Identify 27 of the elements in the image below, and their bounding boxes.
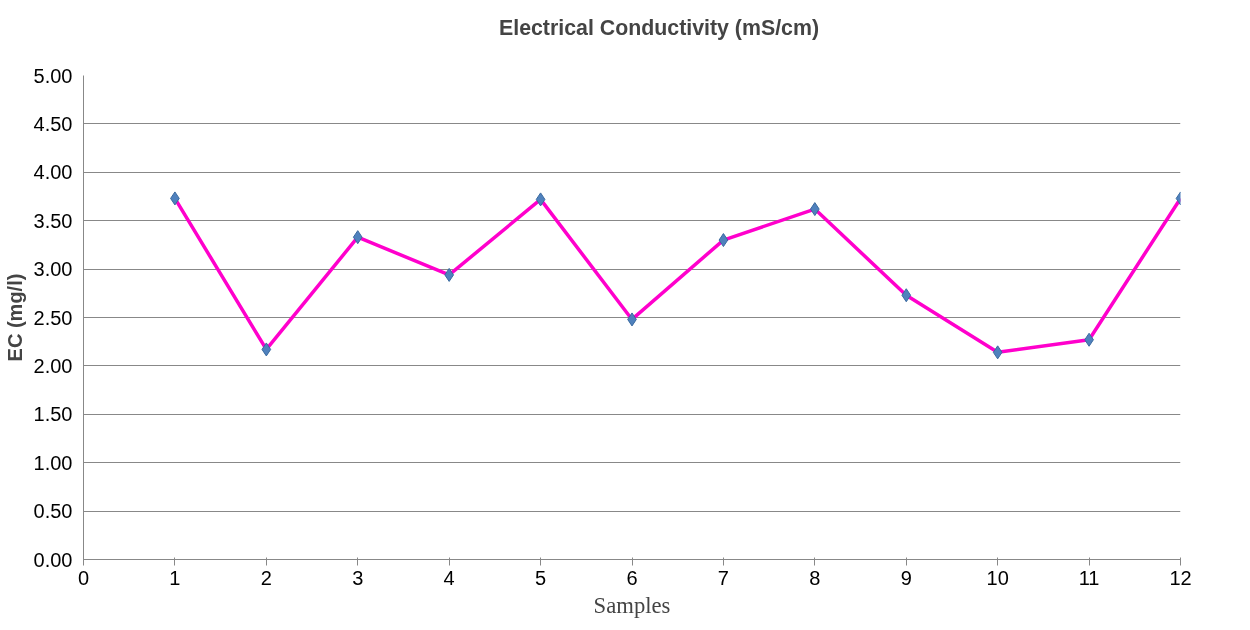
x-tick-label: 4	[443, 566, 455, 589]
x-tick-label: 11	[1078, 566, 1100, 589]
y-tick-label: 4.50	[33, 112, 73, 135]
x-tick-label: 0	[77, 566, 90, 589]
x-tick-label: 6	[626, 566, 638, 589]
y-tick-label: 3.50	[33, 209, 73, 232]
y-tick-label: 0.50	[33, 500, 73, 523]
x-tick-label: 10	[986, 566, 1009, 589]
x-tick-label: 7	[717, 566, 729, 589]
y-tick-label: 5.00	[33, 64, 73, 87]
x-tick-label: 2	[260, 566, 272, 589]
y-tick-label: 2.50	[33, 306, 73, 329]
y-tick-label: 2.00	[33, 354, 73, 377]
y-tick-label: 0.00	[33, 548, 73, 571]
y-tick-label: 4.00	[33, 161, 73, 184]
x-tick-label: 3	[352, 566, 364, 589]
y-axis-title: EC (mg/l)	[3, 273, 26, 362]
x-tick-label: 9	[900, 566, 912, 589]
text: Electrical Conductivity (mS/cm)	[498, 15, 820, 40]
x-tick-label: 1	[169, 566, 181, 589]
y-tick-label: 1.00	[33, 451, 73, 474]
y-tick-label: 1.50	[33, 403, 73, 426]
y-tick-label: 3.00	[33, 258, 73, 281]
x-tick-label: 5	[535, 566, 547, 589]
x-tick-label: 8	[809, 566, 821, 589]
x-tick-label: 12	[1169, 566, 1192, 589]
x-axis-title: Samples	[593, 592, 671, 618]
